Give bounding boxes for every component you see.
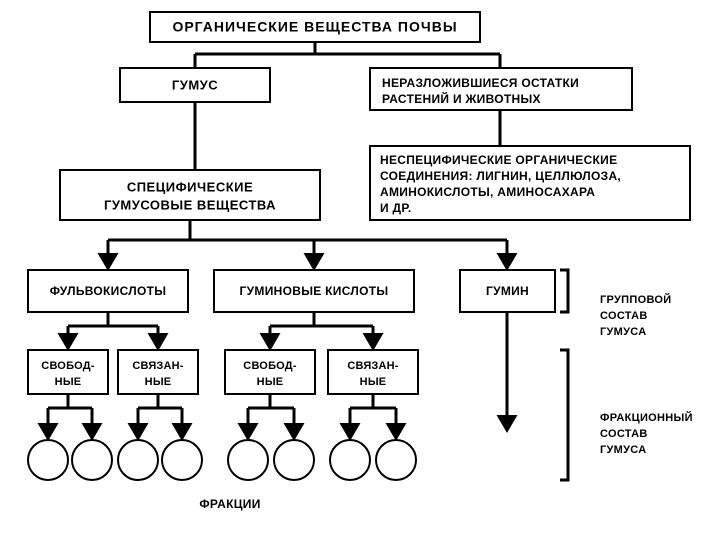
bound1-l2: НЫЕ — [145, 376, 172, 388]
side-frac-l1: ФРАКЦИОННЫЙ — [600, 411, 693, 424]
free1-l2: НЫЕ — [55, 376, 82, 388]
side-group-l1: ГРУППОВОЙ — [600, 293, 671, 306]
bound1-l1: СВЯЗАН- — [132, 360, 183, 372]
specific-l1: СПЕЦИФИЧЕСКИЕ — [127, 179, 253, 194]
nonspec-l1: НЕСПЕЦИФИЧЕСКИЕ ОРГАНИЧЕСКИЕ — [380, 153, 617, 167]
root-label: ОРГАНИЧЕСКИЕ ВЕЩЕСТВА ПОЧВЫ — [172, 19, 457, 35]
residues-l1: НЕРАЗЛОЖИВШИЕСЯ ОСТАТКИ — [382, 76, 579, 90]
gumus-label: ГУМУС — [172, 77, 218, 92]
fraction-circle-4 — [228, 440, 268, 480]
fulvo-label: ФУЛЬВОКИСЛОТЫ — [50, 284, 167, 298]
specific-l2: ГУМУСОВЫЕ ВЕЩЕСТВА — [104, 197, 276, 212]
bound2-l2: НЫЕ — [360, 376, 387, 388]
nonspec-l4: И ДР. — [380, 201, 412, 215]
gumin-label: ГУМИН — [486, 284, 529, 298]
side-frac-l3: ГУМУСА — [600, 444, 647, 456]
fraction-circle-7 — [376, 440, 416, 480]
fraction-circle-5 — [274, 440, 314, 480]
free1-l1: СВОБОД- — [41, 360, 95, 372]
residues-l2: РАСТЕНИЙ И ЖИВОТНЫХ — [382, 91, 541, 106]
fraction-circle-6 — [330, 440, 370, 480]
bound2-l1: СВЯЗАН- — [347, 360, 398, 372]
nonspec-l2: СОЕДИНЕНИЯ: ЛИГНИН, ЦЕЛЛЮЛОЗА, — [380, 169, 621, 183]
free2-l1: СВОБОД- — [243, 360, 297, 372]
fraction-circle-3 — [162, 440, 202, 480]
bracket-fraction — [560, 350, 568, 480]
fraction-circle-1 — [72, 440, 112, 480]
free2-l2: НЫЕ — [257, 376, 284, 388]
side-frac-l2: СОСТАВ — [600, 428, 648, 440]
specific-box — [60, 170, 320, 220]
fraction-circle-2 — [118, 440, 158, 480]
nonspec-l3: АМИНОКИСЛОТЫ, АМИНОСАХАРА — [380, 185, 595, 199]
side-group-l3: ГУМУСА — [600, 326, 647, 338]
fraction-circle-0 — [28, 440, 68, 480]
side-group-l2: СОСТАВ — [600, 310, 648, 322]
bracket-group — [560, 270, 568, 312]
humic-label: ГУМИНОВЫЕ КИСЛОТЫ — [240, 284, 389, 298]
fractions-label: ФРАКЦИИ — [199, 497, 260, 511]
